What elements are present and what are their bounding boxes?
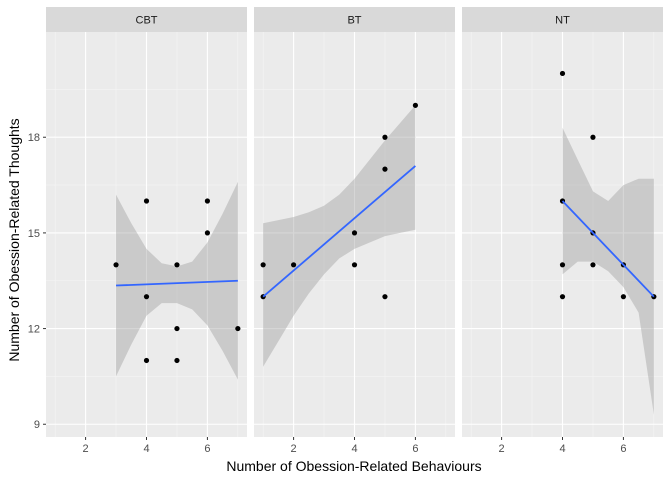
confidence-band: [263, 105, 416, 367]
data-point: [620, 294, 627, 300]
x-tick-label: 4: [559, 443, 565, 455]
x-tick-label: 6: [412, 443, 418, 455]
data-point: [260, 262, 266, 268]
y-tick-label: 12: [28, 324, 40, 336]
facet-strip: [462, 7, 663, 32]
data-point: [290, 262, 297, 268]
regression-line: [262, 165, 416, 298]
x-tick-label: 6: [620, 443, 626, 455]
facet-strip-label: NT: [555, 15, 570, 27]
confidence-band: [562, 127, 654, 415]
data-point: [113, 262, 119, 268]
data-point: [559, 262, 566, 268]
data-point: [174, 325, 180, 332]
data-point: [382, 294, 388, 300]
confidence-band: [116, 181, 238, 380]
data-point: [143, 357, 150, 364]
data-point: [590, 134, 596, 140]
data-point: [235, 325, 241, 332]
facet-strip-label: CBT: [136, 15, 158, 27]
x-tick-label: 4: [143, 443, 149, 455]
data-point: [351, 230, 358, 236]
regression-line: [116, 279, 238, 287]
data-point: [143, 198, 150, 204]
data-point: [204, 198, 211, 204]
data-point: [351, 262, 358, 268]
facet-strip-label: BT: [347, 15, 361, 27]
facet-strip: [46, 7, 247, 32]
y-tick-label: 18: [28, 132, 40, 144]
data-point: [559, 70, 566, 77]
data-point: [559, 294, 566, 300]
x-tick-label: 6: [204, 443, 210, 455]
y-tick-label: 15: [28, 228, 40, 240]
facets-layer: CBT 2 4 6 BT 2 4 6 NT 2 4 6: [46, 7, 663, 455]
y-axis-title: Number of Obession-Related Thoughts: [6, 118, 22, 361]
data-point: [174, 357, 180, 364]
data-point: [204, 230, 211, 236]
regression-line: [561, 200, 655, 298]
facet-panel-nt: NT 2 4 6: [462, 7, 663, 455]
facet-panel-bt: BT 2 4 6: [254, 7, 455, 455]
x-tick-label: 4: [351, 443, 357, 455]
facet-strip: [254, 7, 455, 32]
data-point: [382, 166, 388, 172]
data-point: [174, 262, 180, 268]
data-point: [143, 294, 150, 300]
x-axis-title: Number of Obession-Related Behaviours: [226, 458, 481, 474]
data-point: [382, 134, 388, 140]
x-tick-label: 2: [499, 443, 505, 455]
x-tick-label: 2: [291, 443, 297, 455]
y-tick-label: 9: [34, 419, 40, 431]
facet-panel-cbt: CBT 2 4 6: [46, 7, 247, 455]
data-point: [590, 262, 596, 268]
data-point: [412, 102, 419, 108]
x-tick-label: 2: [83, 443, 89, 455]
y-axis: 9 12 15 18: [28, 132, 46, 431]
